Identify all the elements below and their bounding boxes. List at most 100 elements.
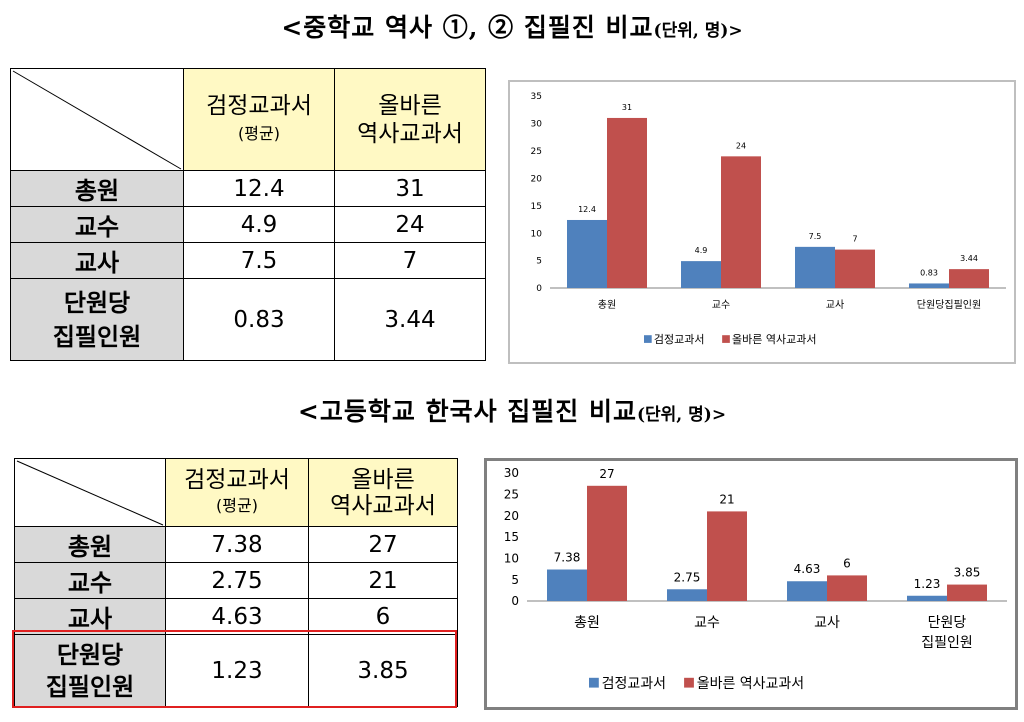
data-label: 1.23 <box>914 577 941 591</box>
row-label-line2: 집필인원 <box>45 672 135 701</box>
bar <box>787 581 827 601</box>
header-correct-textbook: 올바른 역사교과서 <box>308 458 458 527</box>
header-line1: 검정교과서 <box>206 92 312 119</box>
y-tick-label: 25 <box>531 147 542 157</box>
legend-swatch <box>644 335 652 343</box>
y-tick-label: 20 <box>504 509 519 523</box>
table-row: 총원 7.38 27 <box>14 526 458 563</box>
row-label: 교사 <box>10 242 184 279</box>
header-line2: (평균) <box>238 123 280 143</box>
data-label: 6 <box>843 556 851 570</box>
row-label: 단원당 집필인원 <box>14 634 166 707</box>
legend-label: 검정교과서 <box>602 676 666 692</box>
category-label: 교사 <box>826 299 844 311</box>
row-label: 총원 <box>14 526 166 563</box>
table-corner <box>14 458 166 527</box>
high-school-chart: 0 5 10 15 20 25 30 7.38 27 총원 2.75 21 교수 4.63 6 교사 1.23 3… <box>484 458 1018 710</box>
row-label: 단원당 집필인원 <box>10 278 184 361</box>
middle-title-unit: (단위, 명)> <box>653 21 743 41</box>
table-row: 교수 4.9 24 <box>10 206 486 243</box>
bar <box>909 283 949 288</box>
data-label: 0.83 <box>920 268 938 277</box>
high-title-unit: (단위, 명)> <box>636 405 727 425</box>
bar <box>827 575 867 601</box>
data-label: 31 <box>622 103 632 112</box>
category-label: 교사 <box>814 615 840 631</box>
category-label: 총원 <box>574 615 600 631</box>
bar <box>907 595 947 601</box>
cell-value: 4.9 <box>183 206 335 243</box>
bar <box>795 246 835 288</box>
header-line1: 올바른 <box>351 466 415 493</box>
y-tick-label: 25 <box>504 488 519 502</box>
legend-label: 올바른 역사교과서 <box>732 333 816 346</box>
cell-value: 7 <box>334 242 486 279</box>
row-label: 총원 <box>10 170 184 207</box>
cell-value: 3.44 <box>334 278 486 361</box>
table-row: 단원당 집필인원 1.23 3.85 <box>14 634 458 707</box>
middle-school-title: <중학교 역사 ①, ② 집필진 비교(단위, 명)> <box>0 8 1024 44</box>
header-line2: 역사교과서 <box>330 492 436 519</box>
cell-value: 21 <box>308 562 458 599</box>
y-tick-label: 15 <box>504 530 519 544</box>
y-tick-label: 30 <box>504 466 519 480</box>
y-tick-label: 0 <box>511 594 519 608</box>
data-label: 4.9 <box>695 246 708 255</box>
bar <box>667 589 707 601</box>
bar <box>567 219 607 288</box>
bar <box>587 485 627 601</box>
data-label: 7.38 <box>554 551 581 565</box>
data-label: 3.85 <box>954 566 981 580</box>
cell-value: 0.83 <box>183 278 335 361</box>
header-line2: 역사교과서 <box>357 120 463 147</box>
y-tick-label: 30 <box>531 120 543 130</box>
table-row: 총원 12.4 31 <box>10 170 486 207</box>
row-label: 교수 <box>14 562 166 599</box>
data-label: 4.63 <box>794 562 821 576</box>
cell-value: 7.5 <box>183 242 335 279</box>
data-label: 12.4 <box>578 205 596 214</box>
header-textbook-avg: 검정교과서 (평균) <box>165 458 309 527</box>
category-label: 단원당집필인원 <box>917 299 981 311</box>
cell-value: 3.85 <box>308 634 458 707</box>
y-tick-label: 5 <box>536 257 542 267</box>
y-tick-label: 35 <box>531 92 542 102</box>
table-row: 교수 2.75 21 <box>14 562 458 599</box>
data-label: 3.44 <box>960 254 978 263</box>
table-row: 단원당 집필인원 0.83 3.44 <box>10 278 486 361</box>
row-label-line2: 집필인원 <box>52 322 142 351</box>
bar <box>547 569 587 601</box>
cell-value: 12.4 <box>183 170 335 207</box>
legend-label: 검정교과서 <box>654 333 705 346</box>
middle-school-chart: 0 5 10 15 20 25 30 35 12.4 31 총원 4.9 24 교수 7.5 7 교사 0.83 3… <box>508 80 1016 364</box>
cell-value: 1.23 <box>165 634 309 707</box>
high-chart-svg: 0 5 10 15 20 25 30 7.38 27 총원 2.75 21 교수 4.63 6 교사 1.23 3… <box>504 466 1007 692</box>
data-label: 27 <box>599 467 614 481</box>
legend-label: 올바른 역사교과서 <box>697 676 805 692</box>
high-title-main: <고등학교 한국사 집필진 비교 <box>297 397 637 426</box>
bar <box>949 269 989 288</box>
y-tick-label: 10 <box>531 229 543 239</box>
cell-value: 24 <box>334 206 486 243</box>
data-label: 21 <box>719 492 734 506</box>
legend-swatch <box>722 335 730 343</box>
table-row: 교사 7.5 7 <box>10 242 486 279</box>
bar <box>835 249 875 288</box>
high-school-title: <고등학교 한국사 집필진 비교(단위, 명)> <box>0 392 1024 428</box>
legend-swatch <box>684 677 694 688</box>
row-label-line1: 단원당 <box>56 640 124 669</box>
bar <box>707 511 747 601</box>
bar <box>947 584 987 601</box>
middle-chart-svg: 0 5 10 15 20 25 30 35 12.4 31 총원 4.9 24 교수 7.5 7 교사 0.83 3… <box>531 92 1006 346</box>
category-label: 교수 <box>694 615 720 631</box>
header-textbook-avg: 검정교과서 (평균) <box>183 68 335 171</box>
cell-value: 27 <box>308 526 458 563</box>
y-tick-label: 5 <box>511 573 519 587</box>
bar <box>681 261 721 288</box>
bar <box>607 117 647 288</box>
legend-swatch <box>589 677 599 688</box>
data-label: 7 <box>852 235 857 244</box>
y-tick-label: 10 <box>504 552 519 566</box>
middle-title-main: <중학교 역사 ①, ② 집필진 비교 <box>281 13 654 42</box>
cell-value: 31 <box>334 170 486 207</box>
